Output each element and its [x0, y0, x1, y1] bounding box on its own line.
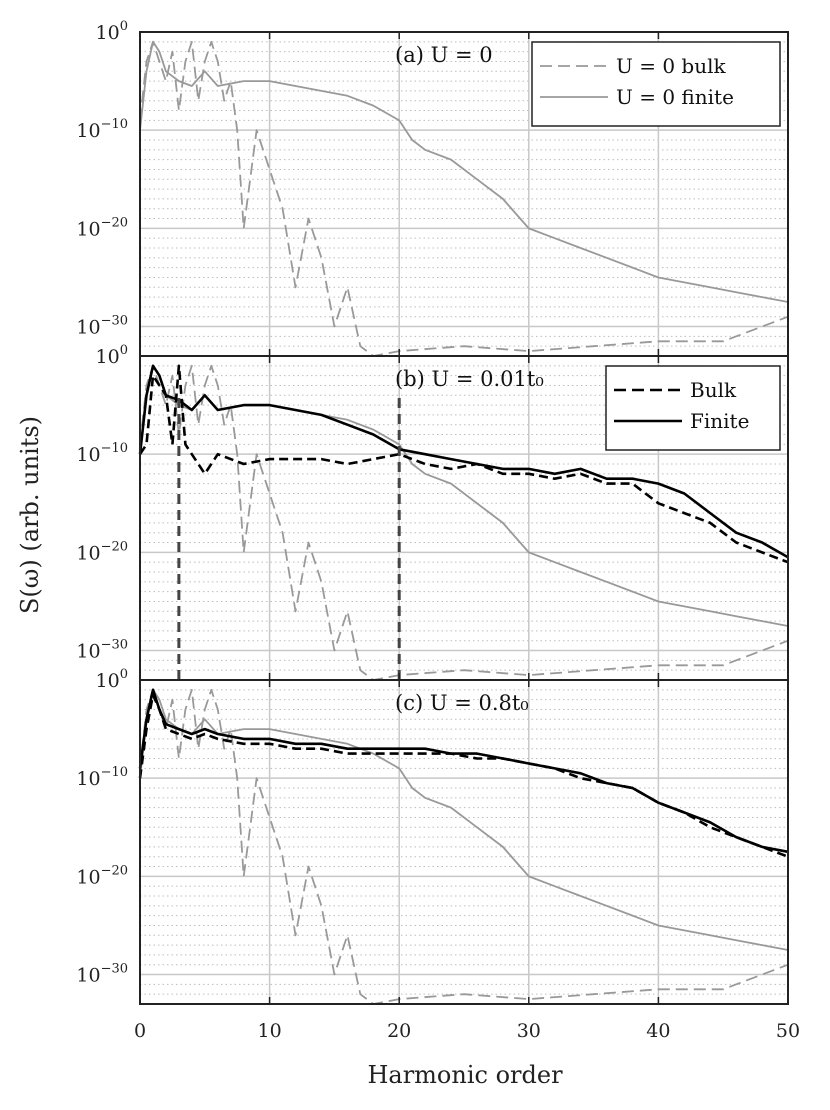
- legend-label: Bulk: [690, 378, 737, 402]
- y-tick-label: 100: [96, 667, 128, 692]
- panel-label: (c) U = 0.8t₀: [395, 691, 529, 715]
- series-line-reference-bulk: [139, 364, 789, 681]
- panel-label: (b) U = 0.01t₀: [395, 367, 544, 391]
- series-line-u-0-finite: [139, 40, 789, 303]
- y-tick-label: 10−20: [76, 215, 128, 240]
- legend-label: Finite: [690, 409, 749, 433]
- x-tick-label: 40: [646, 1020, 670, 1042]
- x-tick-label: 50: [776, 1020, 800, 1042]
- series-line-bulk: [138, 364, 789, 564]
- legend-box: [531, 41, 781, 127]
- y-tick-label: 10−30: [76, 638, 128, 663]
- x-tick-label: 30: [517, 1020, 541, 1042]
- x-tick-label: 0: [134, 1020, 146, 1042]
- legend-label: U = 0 finite: [616, 85, 734, 109]
- y-tick-label: 10−20: [76, 863, 128, 888]
- x-axis-label: Harmonic order: [367, 1061, 563, 1089]
- series-line-u-0-bulk: [139, 40, 789, 357]
- y-tick-label: 10−20: [76, 539, 128, 564]
- legend-label: U = 0 bulk: [616, 54, 726, 78]
- panel-3: 100 10−10 10−20 10−30 (c) U = 0.8t₀: [76, 667, 789, 1005]
- y-tick-label: 100: [96, 19, 128, 44]
- x-tick-label: 20: [387, 1020, 411, 1042]
- y-tick-label: 10−30: [76, 962, 128, 987]
- panel-frame: [139, 679, 789, 1005]
- y-tick-label: 10−10: [76, 441, 128, 466]
- y-axis-label: S(ω) (arb. units): [16, 416, 44, 614]
- series-line-finite: [138, 688, 789, 854]
- panel-1: 100 10−10 10−20 10−30 (a) U = 0 U = 0 bulk U =…: [76, 19, 789, 357]
- y-tick-label: 10−10: [76, 117, 128, 142]
- y-tick-label: 10−30: [76, 314, 128, 339]
- y-tick-label: 10−10: [76, 765, 128, 790]
- x-tick-label: 10: [258, 1020, 282, 1042]
- y-tick-label: 100: [96, 343, 128, 368]
- panel-label: (a) U = 0: [395, 43, 493, 67]
- legend-box: [605, 365, 781, 451]
- panel-2: 100 10−10 10−20 10−30 (b) U = 0.01t₀ Bulk Fini…: [76, 343, 789, 681]
